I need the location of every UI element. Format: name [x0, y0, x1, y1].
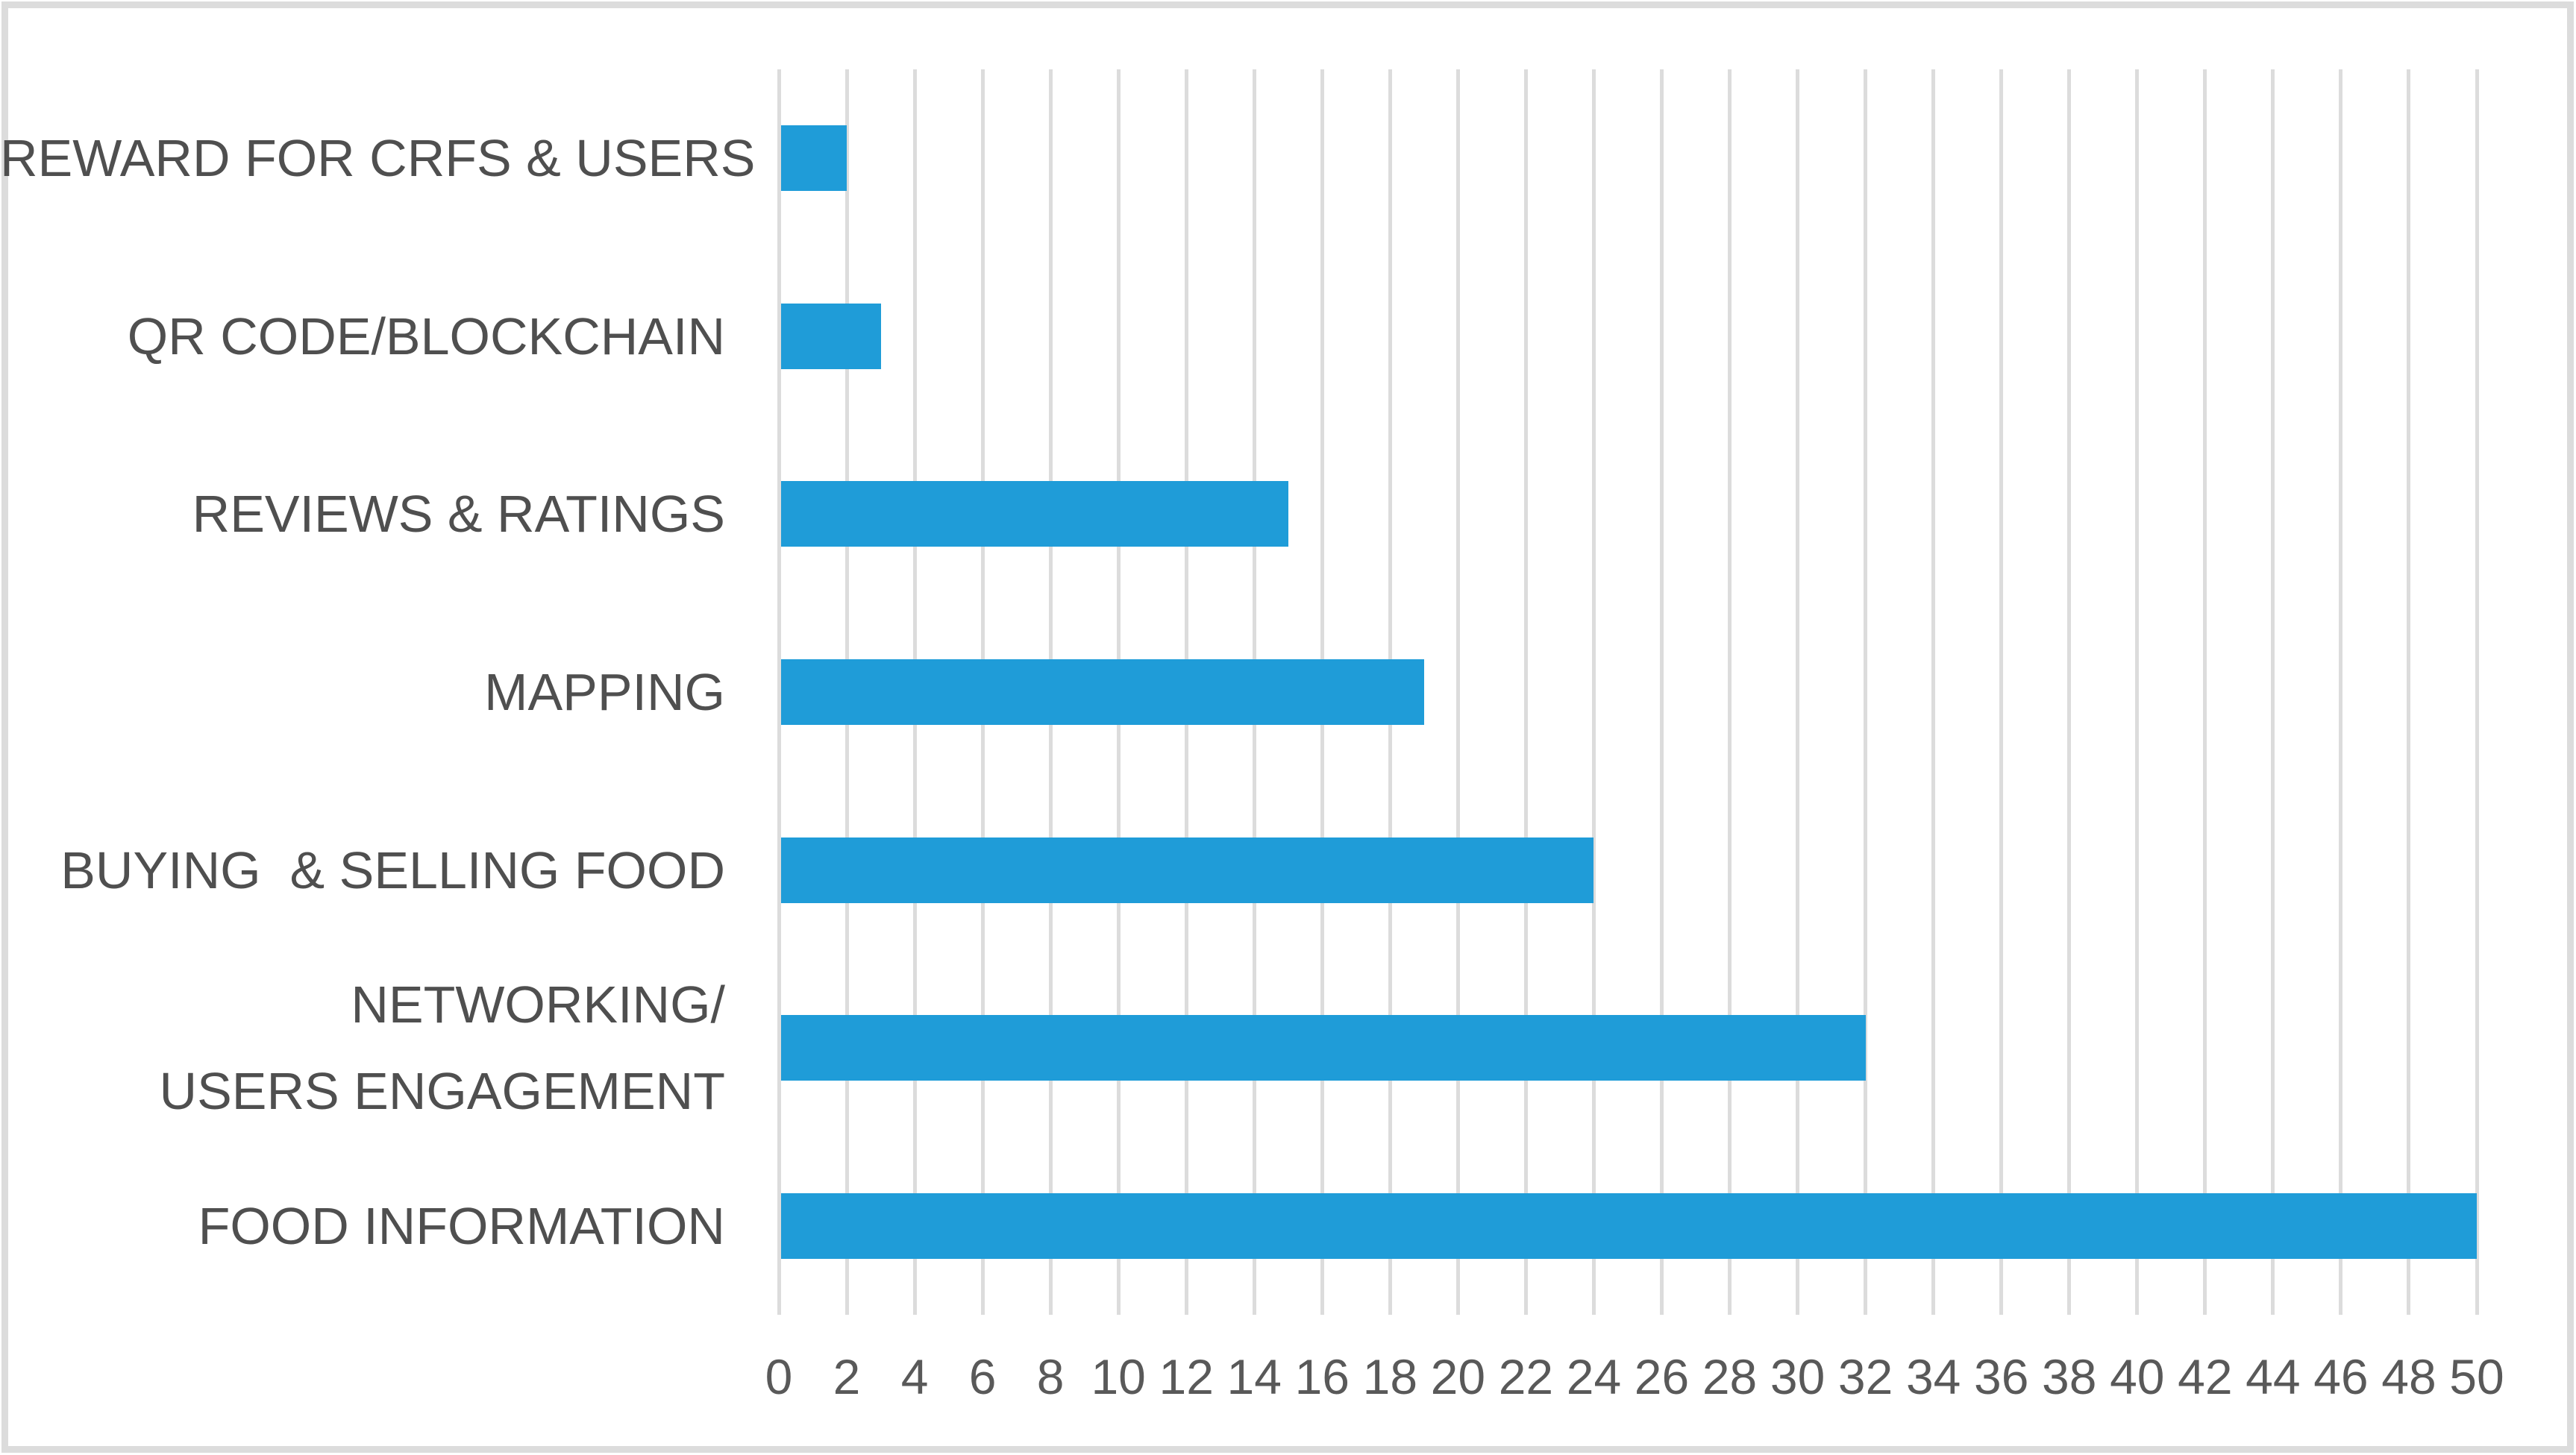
category-label-line: REWARD FOR CRFS & USERS — [0, 129, 756, 188]
x-axis-tick-label: 28 — [1702, 1349, 1758, 1404]
bar-qr-code-blockchain — [781, 303, 881, 369]
gridline — [1523, 69, 1528, 1315]
x-axis-tick-label: 38 — [2042, 1349, 2097, 1404]
x-axis-tick-label: 44 — [2246, 1349, 2301, 1404]
x-axis-tick-label: 50 — [2449, 1349, 2504, 1404]
x-axis-tick-label: 16 — [1294, 1349, 1350, 1404]
x-axis-tick-label: 0 — [765, 1349, 793, 1404]
gridline — [1999, 69, 2004, 1315]
bar-networking-users-engagement — [781, 1015, 1866, 1081]
x-axis-tick-label: 22 — [1498, 1349, 1554, 1404]
category-label-line: QR CODE/BLOCKCHAIN — [127, 307, 725, 365]
gridline — [2407, 69, 2411, 1315]
x-axis-tick-label: 42 — [2178, 1349, 2233, 1404]
gridline — [1931, 69, 1936, 1315]
x-axis-tick-label: 4 — [900, 1349, 929, 1404]
category-label-line: MAPPING — [484, 663, 725, 721]
x-axis-tick-label: 20 — [1430, 1349, 1486, 1404]
x-axis-tick-label: 2 — [833, 1349, 861, 1404]
bar-reviews-ratings — [781, 481, 1288, 547]
category-label: MAPPING — [0, 649, 725, 735]
x-axis-tick-label: 32 — [1837, 1349, 1893, 1404]
x-axis-tick-label: 8 — [1036, 1349, 1065, 1404]
category-label-line: FOOD INFORMATION — [198, 1196, 725, 1255]
gridline — [1591, 69, 1596, 1315]
x-axis-tick-label: 48 — [2381, 1349, 2436, 1404]
category-label: FOOD INFORMATION — [0, 1183, 725, 1269]
x-axis-tick-label: 6 — [968, 1349, 997, 1404]
gridline — [2135, 69, 2140, 1315]
x-axis-tick-label: 40 — [2110, 1349, 2165, 1404]
x-axis-tick-label: 26 — [1634, 1349, 1690, 1404]
gridline — [1796, 69, 1800, 1315]
x-axis-tick-label: 30 — [1770, 1349, 1826, 1404]
x-axis-tick-label: 14 — [1226, 1349, 1282, 1404]
gridline — [1660, 69, 1664, 1315]
category-label-line: USERS ENGAGEMENT — [159, 1062, 725, 1121]
category-label: REVIEWS & RATINGS — [0, 471, 725, 557]
category-label-line: REVIEWS & RATINGS — [192, 485, 725, 544]
gridline — [1728, 69, 1732, 1315]
gridline — [2067, 69, 2072, 1315]
gridline — [2475, 69, 2479, 1315]
gridline — [1864, 69, 1868, 1315]
gridline — [777, 69, 781, 1315]
category-label: NETWORKING/USERS ENGAGEMENT — [0, 961, 725, 1134]
x-axis-tick-label: 24 — [1566, 1349, 1622, 1404]
plot-area — [777, 69, 2479, 1315]
x-axis-tick-label: 34 — [1905, 1349, 1961, 1404]
x-axis-tick-label: 10 — [1091, 1349, 1146, 1404]
gridline — [2339, 69, 2343, 1315]
bar-reward-for-crfs-users — [781, 125, 847, 192]
bar-food-information — [781, 1192, 2477, 1259]
x-axis-tick-label: 36 — [1974, 1349, 2029, 1404]
category-label: QR CODE/BLOCKCHAIN — [0, 293, 725, 380]
category-label: BUYING & SELLING FOOD — [0, 827, 725, 914]
bar-buying-selling-food — [781, 837, 1594, 903]
x-axis-tick-label: 46 — [2313, 1349, 2369, 1404]
category-label: REWARD FOR CRFS & USERS — [0, 115, 756, 201]
x-axis-tick-label: 18 — [1362, 1349, 1418, 1404]
bar-mapping — [781, 659, 1424, 725]
category-label-line: NETWORKING/ — [351, 975, 725, 1034]
x-axis-tick-label: 12 — [1159, 1349, 1214, 1404]
gridline — [2271, 69, 2275, 1315]
gridline — [1455, 69, 1460, 1315]
category-label-line: BUYING & SELLING FOOD — [60, 840, 725, 899]
gridline — [2203, 69, 2207, 1315]
